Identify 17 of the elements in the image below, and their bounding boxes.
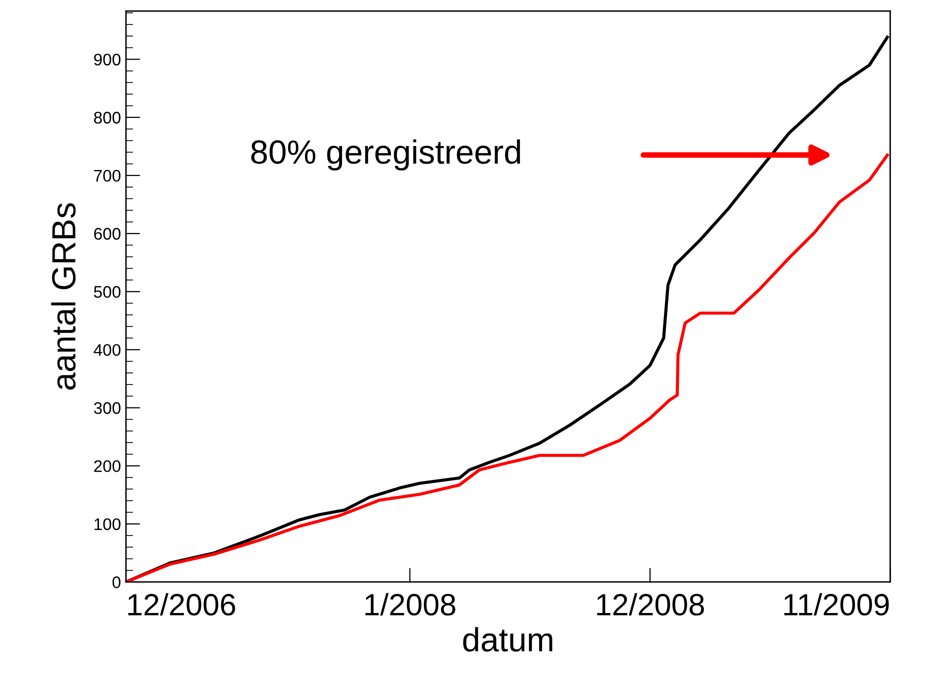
x-tick-label: 12/2006: [128, 593, 236, 616]
y-tick-label: 700: [94, 170, 120, 182]
x-tick-label: 12/2008: [597, 593, 704, 616]
y-tick-label: 900: [94, 54, 120, 66]
y-tick-label: 300: [94, 402, 120, 414]
y-axis-title: aantal GRBs: [51, 203, 76, 390]
x-tick-label: 1/2008: [365, 593, 456, 616]
y-tick-label: 500: [94, 286, 120, 298]
y-tick-label: 0: [112, 576, 120, 588]
x-axis-title: datum: [463, 627, 552, 652]
annotation: 80% geregistreerd: [251, 139, 520, 171]
y-tick-label: 100: [94, 518, 120, 530]
y-tick-label: 400: [94, 344, 120, 356]
y-tick-label: 800: [94, 112, 120, 124]
y-tick-label: 200: [94, 460, 120, 472]
y-tick-label: 600: [94, 228, 120, 240]
x-tick-label: 11/2009: [784, 593, 889, 616]
